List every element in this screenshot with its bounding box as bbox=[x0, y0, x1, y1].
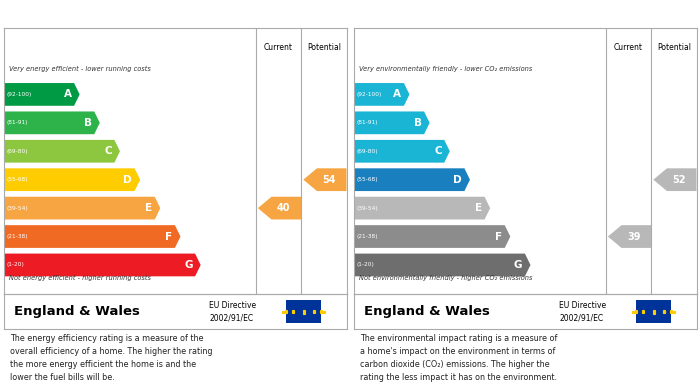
Text: Not energy efficient - higher running costs: Not energy efficient - higher running co… bbox=[8, 275, 150, 282]
Polygon shape bbox=[4, 225, 181, 248]
Text: B: B bbox=[84, 118, 92, 128]
Text: 52: 52 bbox=[673, 175, 686, 185]
Text: (55-68): (55-68) bbox=[356, 177, 378, 182]
Text: Current: Current bbox=[264, 43, 293, 52]
Text: (21-38): (21-38) bbox=[356, 234, 378, 239]
Polygon shape bbox=[354, 225, 510, 248]
Text: (55-68): (55-68) bbox=[6, 177, 28, 182]
Text: F: F bbox=[495, 231, 502, 242]
Polygon shape bbox=[354, 111, 430, 134]
Text: (21-38): (21-38) bbox=[6, 234, 28, 239]
Text: EU Directive
2002/91/EC: EU Directive 2002/91/EC bbox=[209, 301, 256, 322]
Text: E: E bbox=[145, 203, 152, 213]
Text: 40: 40 bbox=[277, 203, 290, 213]
Text: C: C bbox=[104, 146, 112, 156]
Text: (39-54): (39-54) bbox=[6, 206, 28, 211]
Text: D: D bbox=[123, 175, 132, 185]
FancyBboxPatch shape bbox=[286, 300, 321, 323]
Text: G: G bbox=[184, 260, 192, 270]
Text: England & Wales: England & Wales bbox=[364, 305, 490, 318]
Text: Very energy efficient - lower running costs: Very energy efficient - lower running co… bbox=[8, 65, 150, 72]
Polygon shape bbox=[4, 254, 201, 276]
Text: (92-100): (92-100) bbox=[356, 92, 382, 97]
Text: A: A bbox=[393, 90, 401, 99]
Text: Not environmentally friendly - higher CO₂ emissions: Not environmentally friendly - higher CO… bbox=[358, 275, 532, 282]
Polygon shape bbox=[4, 140, 120, 163]
Text: Environmental Impact (CO₂) Rating: Environmental Impact (CO₂) Rating bbox=[358, 10, 565, 20]
Polygon shape bbox=[354, 140, 450, 163]
Text: Very environmentally friendly - lower CO₂ emissions: Very environmentally friendly - lower CO… bbox=[358, 65, 532, 72]
Text: England & Wales: England & Wales bbox=[14, 305, 140, 318]
Text: 54: 54 bbox=[323, 175, 336, 185]
Text: The energy efficiency rating is a measure of the
overall efficiency of a home. T: The energy efficiency rating is a measur… bbox=[10, 334, 213, 382]
Text: F: F bbox=[165, 231, 172, 242]
Text: (69-80): (69-80) bbox=[6, 149, 28, 154]
Polygon shape bbox=[354, 83, 410, 106]
Text: (1-20): (1-20) bbox=[6, 262, 25, 267]
Text: (92-100): (92-100) bbox=[6, 92, 32, 97]
Polygon shape bbox=[354, 254, 531, 276]
Text: Current: Current bbox=[614, 43, 643, 52]
FancyBboxPatch shape bbox=[636, 300, 671, 323]
Text: B: B bbox=[414, 118, 421, 128]
Text: Potential: Potential bbox=[657, 43, 691, 52]
Text: (69-80): (69-80) bbox=[356, 149, 378, 154]
Text: EU Directive
2002/91/EC: EU Directive 2002/91/EC bbox=[559, 301, 606, 322]
Text: G: G bbox=[514, 260, 522, 270]
Text: C: C bbox=[434, 146, 442, 156]
Text: Energy Efficiency Rating: Energy Efficiency Rating bbox=[8, 10, 153, 20]
Polygon shape bbox=[354, 168, 470, 191]
Polygon shape bbox=[4, 197, 160, 219]
Text: E: E bbox=[475, 203, 482, 213]
Text: The environmental impact rating is a measure of
a home's impact on the environme: The environmental impact rating is a mea… bbox=[360, 334, 558, 382]
Polygon shape bbox=[4, 168, 140, 191]
Polygon shape bbox=[303, 168, 346, 191]
Text: 39: 39 bbox=[627, 231, 640, 242]
Polygon shape bbox=[258, 197, 301, 219]
Text: A: A bbox=[64, 90, 71, 99]
Polygon shape bbox=[354, 197, 490, 219]
Text: (1-20): (1-20) bbox=[356, 262, 374, 267]
Text: (39-54): (39-54) bbox=[356, 206, 378, 211]
Text: (81-91): (81-91) bbox=[356, 120, 378, 126]
Polygon shape bbox=[4, 83, 80, 106]
Polygon shape bbox=[608, 225, 651, 248]
Text: Potential: Potential bbox=[307, 43, 341, 52]
Text: (81-91): (81-91) bbox=[6, 120, 28, 126]
Polygon shape bbox=[4, 111, 100, 134]
Text: D: D bbox=[454, 175, 462, 185]
Polygon shape bbox=[653, 168, 696, 191]
